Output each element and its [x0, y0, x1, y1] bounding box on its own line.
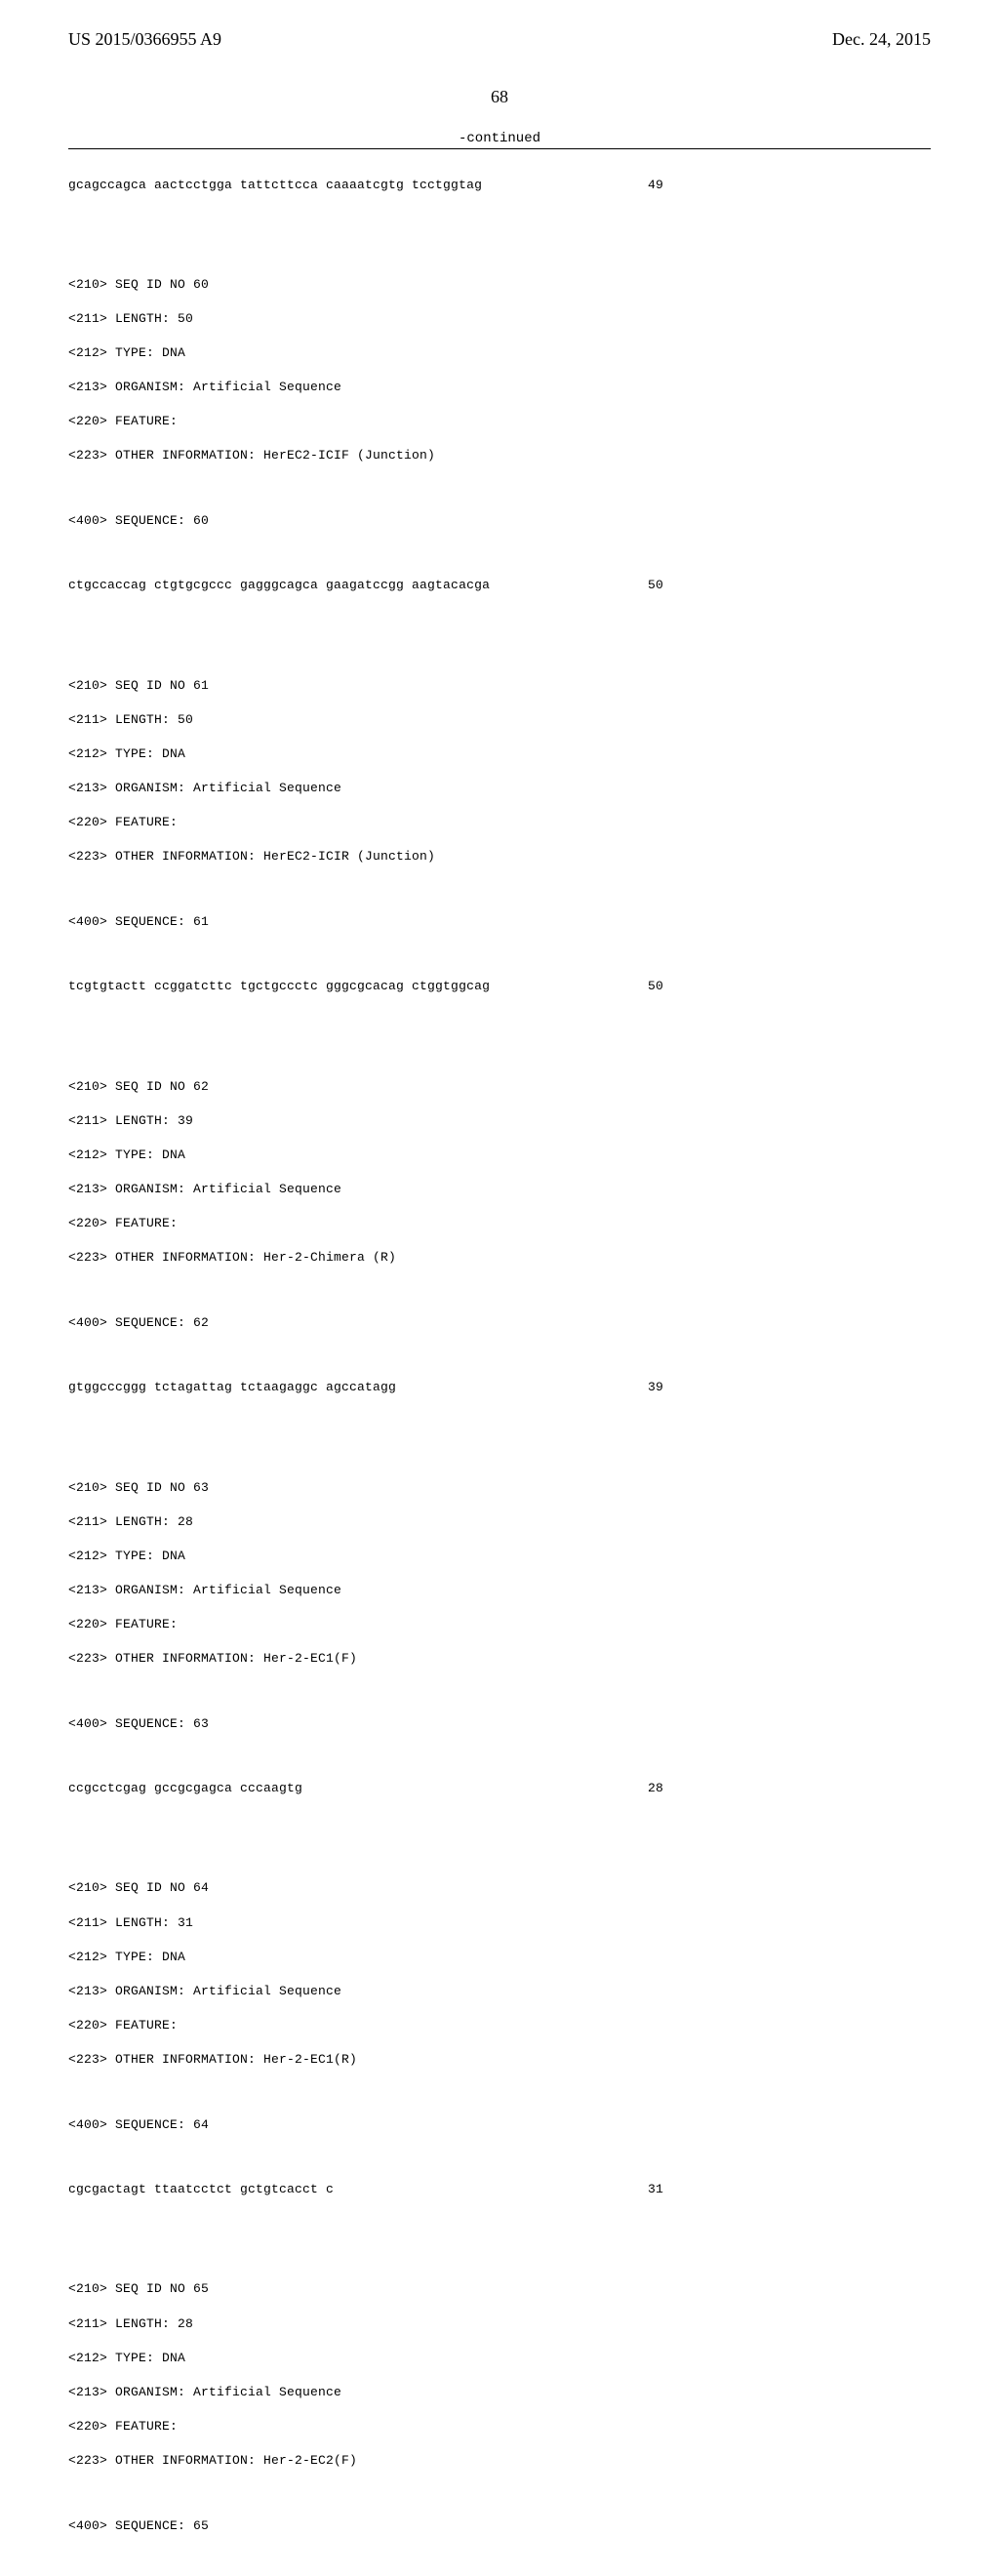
seq-feature: <220> FEATURE: — [68, 2017, 931, 2034]
seq-type: <212> TYPE: DNA — [68, 745, 931, 763]
seq-other: <223> OTHER INFORMATION: Her-2-EC2(F) — [68, 2452, 931, 2470]
seq-text: gcagccagca aactcctgga tattcttcca caaaatc… — [68, 177, 482, 194]
seq-type: <212> TYPE: DNA — [68, 1548, 931, 1565]
pre-seq-line: gcagccagca aactcctgga tattcttcca caaaatc… — [68, 177, 663, 194]
sequence-listing: gcagccagca aactcctgga tattcttcca caaaatc… — [68, 159, 931, 2576]
seq-other: <223> OTHER INFORMATION: Her-2-Chimera (… — [68, 1249, 931, 1267]
post-seq-line: gtggcccggg tctagattag tctaagaggc agccata… — [68, 1379, 663, 1396]
seq-pos: 50 — [624, 978, 663, 995]
seq-id: <210> SEQ ID NO 60 — [68, 276, 931, 294]
post-seq-line: tcgtgtactt ccggatcttc tgctgccctc gggcgca… — [68, 978, 663, 995]
seq-pos: 31 — [624, 2181, 663, 2198]
seq-text: cgcgactagt ttaatcctct gctgtcacct c — [68, 2181, 334, 2198]
seq-text: ccgcctcgag gccgcgagca cccaagtg — [68, 1780, 302, 1797]
seq-feature: <220> FEATURE: — [68, 1215, 931, 1232]
seq-length: <211> LENGTH: 31 — [68, 1914, 931, 1932]
post-seq-line: ctgccaccag ctgtgcgccc gagggcagca gaagatc… — [68, 577, 663, 594]
seq-text: gtggcccggg tctagattag tctaagaggc agccata… — [68, 1379, 396, 1396]
seq-feature: <220> FEATURE: — [68, 1616, 931, 1633]
seq-type: <212> TYPE: DNA — [68, 344, 931, 362]
seq-feature: <220> FEATURE: — [68, 413, 931, 430]
publication-date: Dec. 24, 2015 — [832, 29, 931, 50]
header-row: US 2015/0366955 A9 Dec. 24, 2015 — [68, 29, 931, 50]
seq-length: <211> LENGTH: 50 — [68, 310, 931, 328]
top-rule — [68, 148, 931, 149]
seq-id: <210> SEQ ID NO 63 — [68, 1479, 931, 1497]
continued-label: -continued — [68, 131, 931, 146]
post-seq-line: ccgcctcgag gccgcgagca cccaagtg 28 — [68, 1780, 663, 1797]
seq-id: <210> SEQ ID NO 65 — [68, 2280, 931, 2298]
seq-organism: <213> ORGANISM: Artificial Sequence — [68, 1582, 931, 1599]
publication-number: US 2015/0366955 A9 — [68, 29, 221, 50]
seq-pos: 50 — [624, 577, 663, 594]
seq-pos: 28 — [624, 1780, 663, 1797]
seq-other: <223> OTHER INFORMATION: Her-2-EC1(F) — [68, 1650, 931, 1668]
seq-400: <400> SEQUENCE: 64 — [68, 2116, 931, 2134]
seq-type: <212> TYPE: DNA — [68, 1949, 931, 1966]
seq-organism: <213> ORGANISM: Artificial Sequence — [68, 379, 931, 396]
seq-organism: <213> ORGANISM: Artificial Sequence — [68, 780, 931, 797]
seq-feature: <220> FEATURE: — [68, 2418, 931, 2435]
page-number: 68 — [68, 87, 931, 107]
seq-pos: 39 — [624, 1379, 663, 1396]
seq-400: <400> SEQUENCE: 65 — [68, 2517, 931, 2535]
seq-id: <210> SEQ ID NO 62 — [68, 1078, 931, 1096]
seq-pos: 49 — [624, 177, 663, 194]
seq-400: <400> SEQUENCE: 61 — [68, 913, 931, 931]
seq-feature: <220> FEATURE: — [68, 814, 931, 831]
seq-400: <400> SEQUENCE: 63 — [68, 1715, 931, 1733]
seq-400: <400> SEQUENCE: 60 — [68, 512, 931, 530]
seq-id: <210> SEQ ID NO 61 — [68, 677, 931, 695]
seq-organism: <213> ORGANISM: Artificial Sequence — [68, 1983, 931, 2000]
seq-organism: <213> ORGANISM: Artificial Sequence — [68, 1181, 931, 1198]
page: US 2015/0366955 A9 Dec. 24, 2015 68 -con… — [0, 0, 999, 2576]
post-seq-line: cgcgactagt ttaatcctct gctgtcacct c 31 — [68, 2181, 663, 2198]
seq-type: <212> TYPE: DNA — [68, 2350, 931, 2367]
seq-length: <211> LENGTH: 39 — [68, 1112, 931, 1130]
seq-text: ctgccaccag ctgtgcgccc gagggcagca gaagatc… — [68, 577, 490, 594]
seq-organism: <213> ORGANISM: Artificial Sequence — [68, 2384, 931, 2401]
seq-length: <211> LENGTH: 28 — [68, 2315, 931, 2333]
seq-other: <223> OTHER INFORMATION: HerEC2-ICIR (Ju… — [68, 848, 931, 865]
seq-other: <223> OTHER INFORMATION: HerEC2-ICIF (Ju… — [68, 447, 931, 464]
seq-length: <211> LENGTH: 50 — [68, 711, 931, 729]
seq-other: <223> OTHER INFORMATION: Her-2-EC1(R) — [68, 2051, 931, 2069]
seq-length: <211> LENGTH: 28 — [68, 1513, 931, 1531]
seq-id: <210> SEQ ID NO 64 — [68, 1879, 931, 1897]
seq-400: <400> SEQUENCE: 62 — [68, 1314, 931, 1332]
seq-type: <212> TYPE: DNA — [68, 1147, 931, 1164]
seq-text: tcgtgtactt ccggatcttc tgctgccctc gggcgca… — [68, 978, 490, 995]
